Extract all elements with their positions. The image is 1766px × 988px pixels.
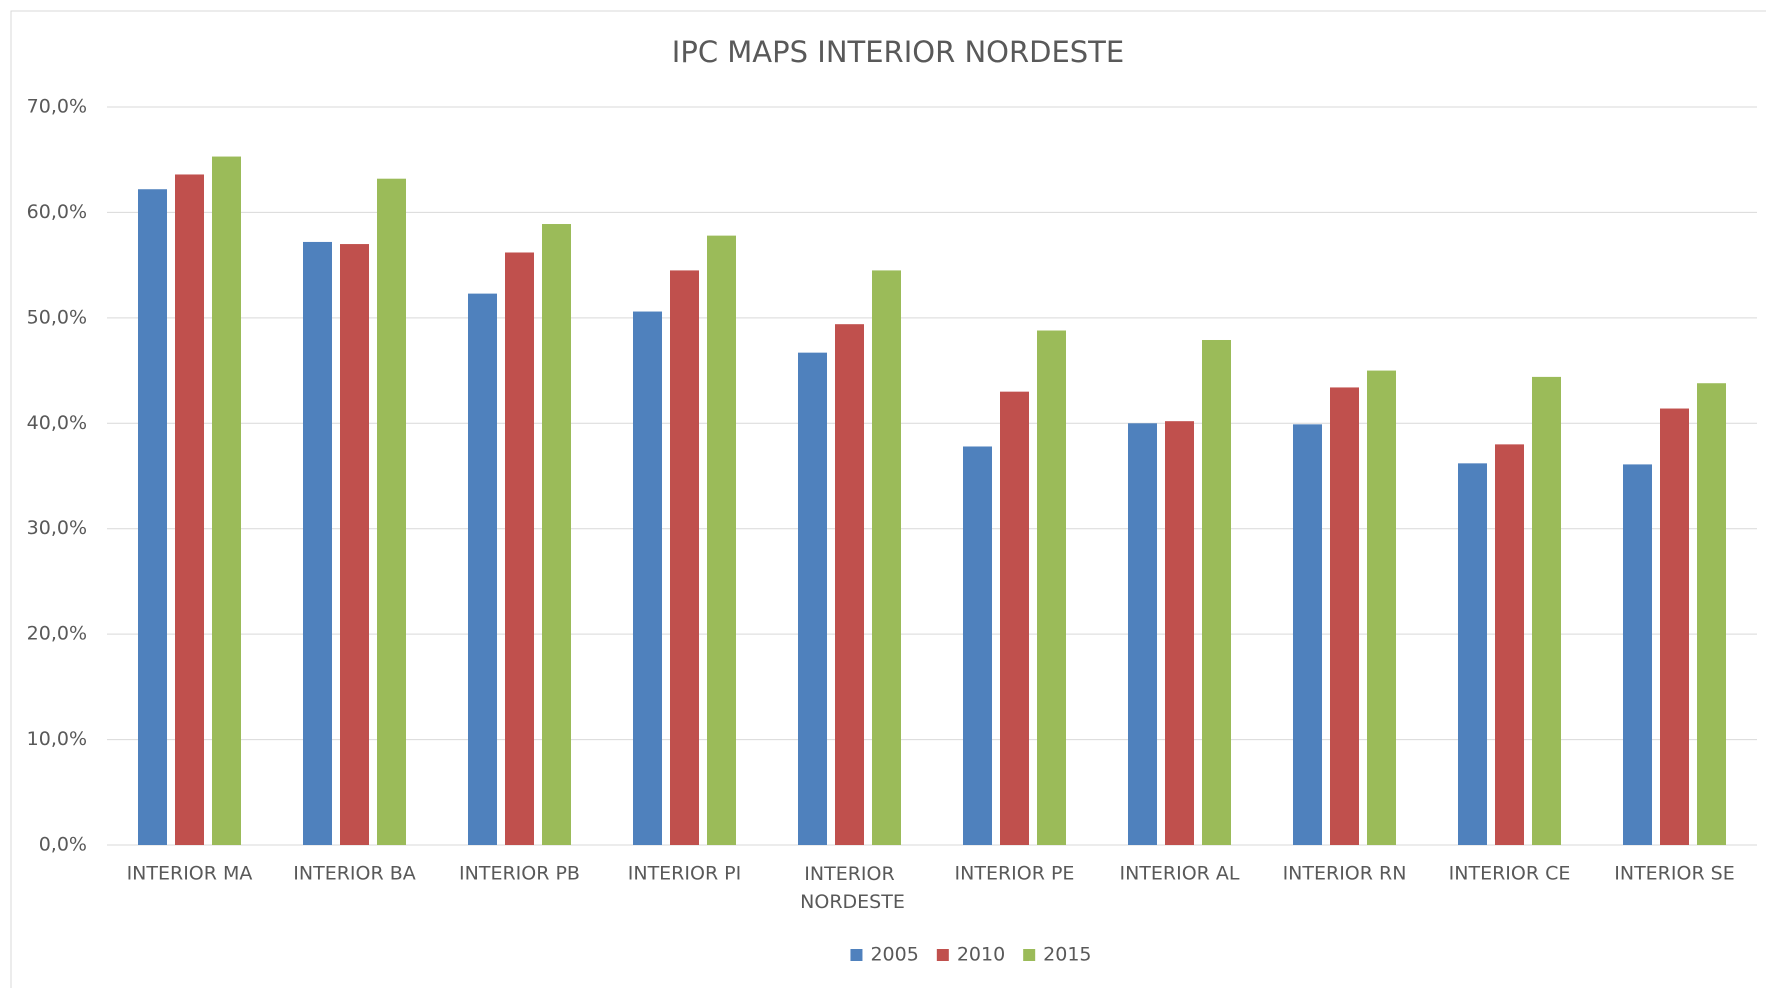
y-tick-label: 60,0% (27, 201, 87, 223)
x-tick-label: INTERIOR NORDESTE (794, 863, 905, 913)
legend-swatch (850, 949, 863, 961)
x-tick-label: INTERIOR MA (127, 863, 253, 885)
x-tick-label: INTERIOR PE (955, 863, 1075, 885)
legend-label: 2010 (957, 944, 1005, 966)
bar (303, 241, 332, 845)
x-tick-label: INTERIOR SE (1614, 863, 1735, 885)
legend-label: 2005 (870, 944, 918, 966)
y-tick-label: 40,0% (27, 412, 87, 434)
x-tick-label: INTERIOR CE (1449, 863, 1571, 885)
x-tick-label: INTERIOR BA (293, 863, 415, 885)
y-tick-label: 50,0% (27, 306, 87, 328)
bar (1330, 387, 1359, 845)
chart-title: IPC MAPS INTERIOR NORDESTE (672, 35, 1124, 69)
bar (633, 311, 662, 845)
bar (1000, 391, 1029, 845)
bar (1660, 408, 1689, 845)
y-tick-label: 0,0% (39, 834, 87, 856)
y-tick-label: 30,0% (27, 517, 87, 539)
x-tick-label: INTERIOR AL (1119, 863, 1239, 885)
bar (1697, 383, 1726, 845)
bar (468, 293, 497, 845)
bar (1293, 424, 1322, 845)
x-tick-label: INTERIOR PB (459, 863, 580, 885)
bar (340, 244, 369, 846)
y-tick-label: 20,0% (27, 623, 87, 645)
bar (377, 178, 406, 846)
bar (175, 174, 204, 845)
bar (1367, 370, 1396, 845)
bar (872, 270, 901, 845)
bar (1623, 464, 1652, 845)
bar (505, 252, 534, 845)
bar (212, 156, 241, 846)
bar (835, 324, 864, 845)
bar (1458, 463, 1487, 845)
bar (963, 446, 992, 845)
y-tick-label: 10,0% (27, 728, 87, 750)
bar (1037, 330, 1066, 846)
x-tick-label: INTERIOR RN (1283, 863, 1407, 885)
bar (138, 189, 167, 846)
bar (670, 270, 699, 845)
bar (1495, 444, 1524, 845)
bar (1165, 421, 1194, 845)
x-tick-label: INTERIOR PI (628, 863, 742, 885)
bar (1128, 423, 1157, 845)
y-tick-label: 70,0% (27, 96, 87, 118)
bar (1532, 376, 1561, 845)
bar (542, 224, 571, 846)
legend-swatch (936, 949, 949, 961)
bar (1202, 339, 1231, 845)
legend-swatch (1023, 949, 1036, 961)
bar (798, 352, 827, 845)
legend-label: 2015 (1043, 944, 1091, 966)
bar (707, 235, 736, 845)
